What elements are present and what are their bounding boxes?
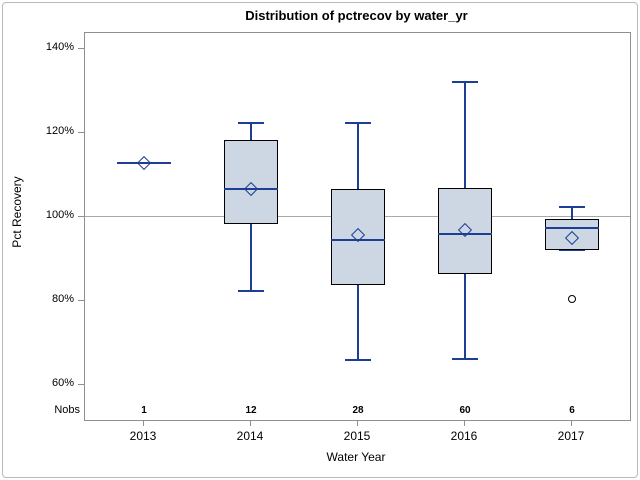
iqr-box (331, 189, 385, 285)
nobs-value: 1 (141, 405, 147, 416)
whisker-cap (238, 290, 264, 293)
x-tick-mark (571, 421, 572, 426)
y-tick-mark (78, 131, 84, 133)
median-line (438, 233, 492, 236)
mean-diamond (136, 155, 151, 170)
plot-area: 1 12 28 60 6 (84, 32, 631, 421)
nobs-value: 6 (569, 405, 575, 416)
y-tick-mark (78, 47, 84, 49)
whisker-cap (345, 122, 371, 125)
median-line (331, 239, 385, 242)
x-tick-mark (143, 421, 144, 426)
x-axis-title: Water Year (326, 450, 386, 464)
iqr-box (438, 188, 492, 275)
y-tick-label: 100% (45, 208, 74, 221)
median-line (117, 162, 171, 165)
x-tick-label: 2015 (343, 429, 371, 443)
whisker-cap (452, 81, 478, 84)
nobs-label: Nobs (54, 404, 80, 416)
x-tick-label: 2017 (557, 429, 585, 443)
x-tick-mark (250, 421, 251, 426)
whisker-cap (452, 358, 478, 361)
iqr-box (545, 218, 599, 250)
whisker-cap (345, 358, 371, 361)
y-tick-label: 80% (51, 292, 74, 305)
x-tick-label: 2016 (450, 429, 478, 443)
x-tick-label: 2014 (236, 429, 264, 443)
y-tick-label: 120% (45, 124, 74, 137)
nobs-value: 28 (352, 405, 364, 416)
chart-title: Distribution of pctrecov by water_yr (245, 8, 468, 23)
x-tick-label: 2013 (129, 429, 157, 443)
outlier-point (568, 294, 576, 303)
whisker-cap (238, 122, 264, 125)
y-tick-mark (78, 384, 84, 386)
nobs-value: 12 (245, 405, 257, 416)
x-tick-mark (464, 421, 465, 426)
whisker-cap (559, 206, 585, 209)
median-line (224, 188, 278, 191)
whisker-cap (559, 248, 585, 251)
y-axis-title: Pct Recovery (10, 176, 24, 248)
y-tick-label: 60% (51, 377, 74, 390)
y-tick-mark (78, 299, 84, 301)
y-tick-label: 140% (45, 40, 74, 53)
median-line (545, 227, 599, 230)
iqr-box (224, 140, 278, 224)
x-tick-mark (357, 421, 358, 426)
nobs-value: 60 (459, 405, 471, 416)
y-tick-mark (78, 215, 84, 217)
